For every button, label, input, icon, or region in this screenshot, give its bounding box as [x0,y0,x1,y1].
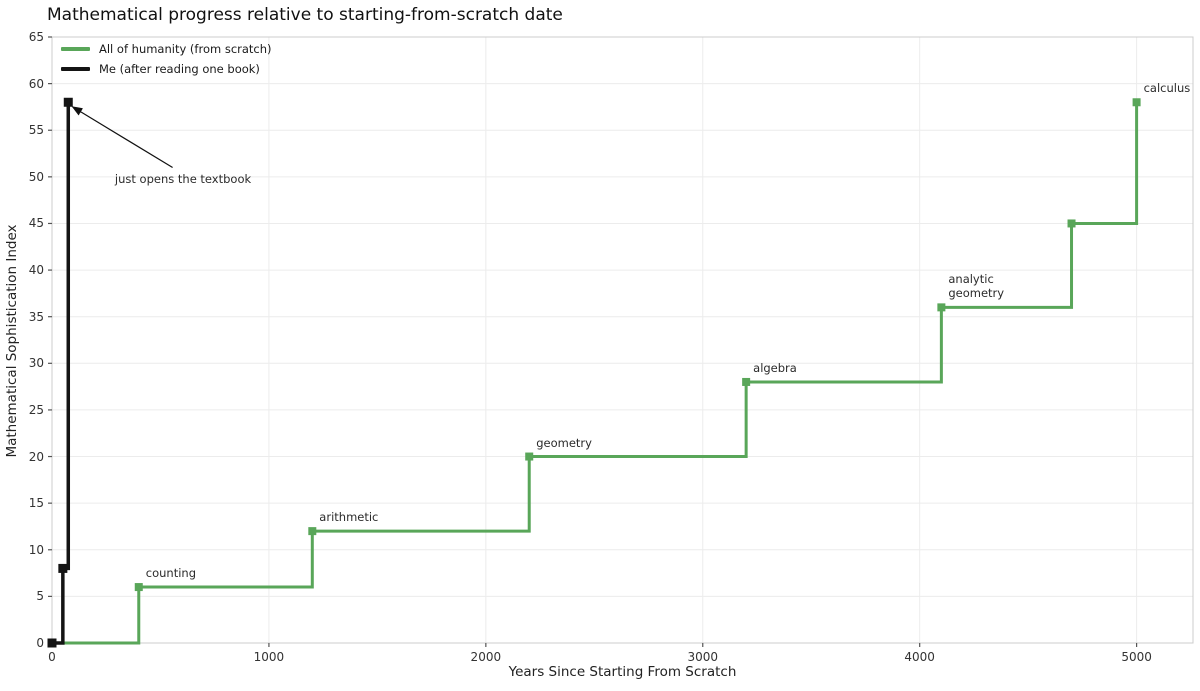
me-point-marker [47,638,57,648]
y-tick-label: 65 [28,30,44,44]
plot-border [51,36,1194,644]
y-tick-label: 25 [28,402,44,417]
y-axis-label: Mathematical Sophistication Index [4,224,20,458]
y-tick-label: 50 [28,169,44,184]
legend: All of humanity (from scratch) Me (after… [61,42,272,76]
humanity-point-marker [525,452,534,461]
y-tick-label: 35 [28,309,44,324]
milestone-label: geometry [536,435,592,450]
x-axis-label: Years Since Starting From Scratch [508,664,737,680]
me-point-marker [63,97,73,107]
humanity-point-marker [937,303,946,312]
me-line-swatch [61,67,90,71]
legend-item-me: Me (after reading one book) [61,62,272,76]
x-tick-label: 5000 [1121,650,1152,664]
humanity-line-swatch [61,47,90,51]
humanity-point-marker [1067,219,1076,228]
humanity-step-line [52,102,1139,645]
y-tick-label: 5 [36,589,44,604]
me-step-line [52,102,71,645]
y-tick-label: 40 [28,263,44,278]
x-tick-label: 0 [48,650,56,664]
legend-item-humanity: All of humanity (from scratch) [61,42,272,56]
chart-title: Mathematical progress relative to starti… [47,5,563,25]
milestone-label: analytic geometry [948,272,1005,301]
y-tick-label: 45 [28,216,44,231]
humanity-point-marker [1132,98,1141,107]
milestone-label: counting [145,566,196,581]
legend-label-me: Me (after reading one book) [99,62,260,76]
x-tick-label: 1000 [253,650,285,664]
y-tick-label: 15 [28,496,44,511]
y-tick-label: 20 [28,449,44,464]
milestone-label: calculus [1143,81,1191,96]
y-tick-label: 55 [28,123,44,138]
y-tick-label: 60 [28,76,44,91]
legend-label-humanity: All of humanity (from scratch) [99,42,272,56]
y-tick-label: 0 [36,636,44,650]
milestone-label: arithmetic [319,510,379,525]
x-tick-label: 2000 [470,650,502,664]
milestone-label: algebra [753,360,797,375]
annotation-arrow [71,106,173,169]
me-point-marker [58,563,68,573]
humanity-point-marker [308,527,317,536]
humanity-point-marker [134,583,143,592]
x-tick-label: 4000 [904,650,935,664]
y-tick-label: 10 [28,542,44,557]
humanity-point-marker [742,377,751,386]
annotation-text: just opens the textbook [114,172,252,187]
y-tick-label: 30 [28,356,44,371]
x-tick-label: 3000 [687,650,719,664]
